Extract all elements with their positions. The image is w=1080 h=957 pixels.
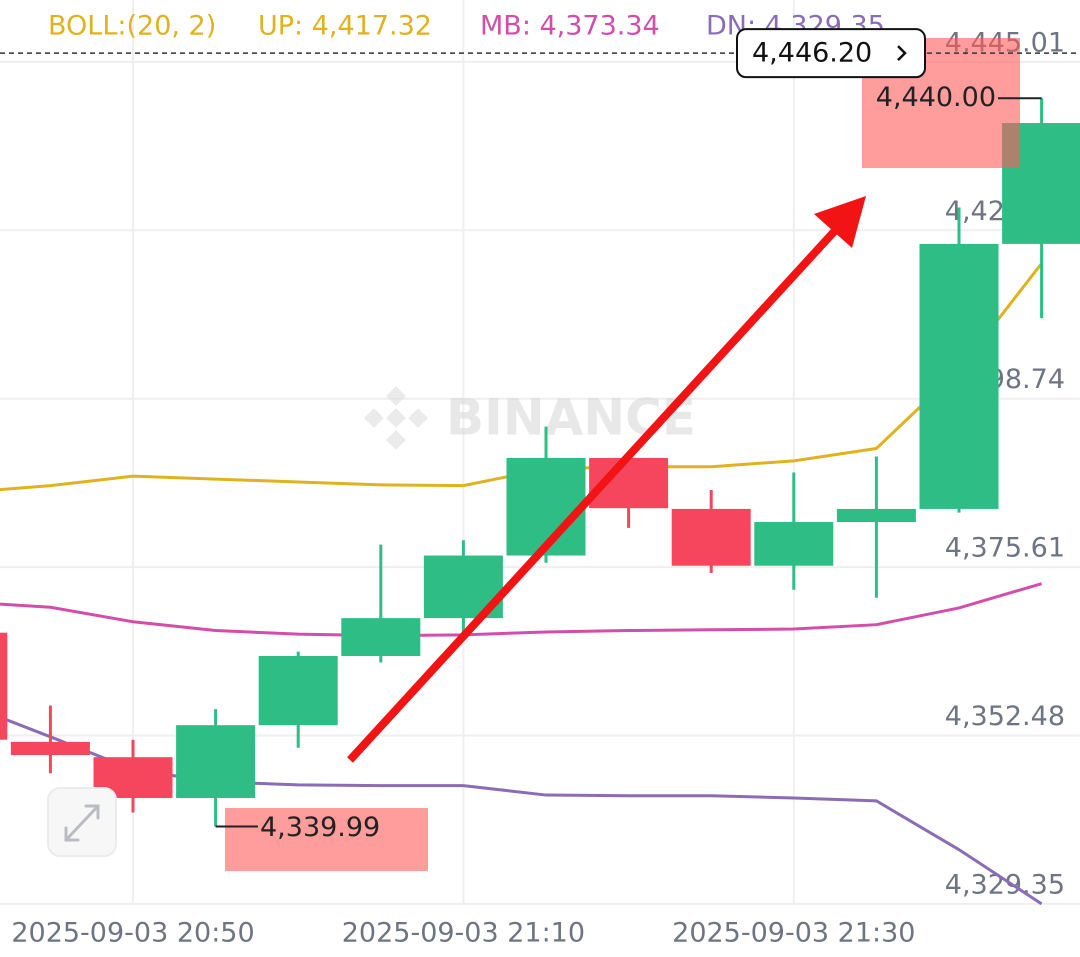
annotation-label: 4,339.99	[260, 812, 380, 843]
candle-body	[10, 741, 90, 756]
annotations: 4,440.00 4,339.99	[215, 38, 1042, 871]
candle-body	[0, 632, 8, 740]
arrow-shaft	[347, 220, 845, 763]
candle-body	[176, 725, 256, 798]
highlight-box	[225, 808, 428, 871]
x-axis: 2025-09-03 20:50 2025-09-03 21:10 2025-09-…	[11, 918, 915, 949]
legend-entry: MB: 4,373.34	[480, 11, 660, 42]
candle-body	[671, 508, 751, 566]
candle-body	[341, 618, 421, 656]
boll-line	[0, 582, 1043, 638]
annotation-label: 4,440.00	[876, 82, 996, 113]
last-price: 4,446.20	[0, 28, 1080, 79]
candle-body	[506, 457, 586, 556]
candle-body	[919, 243, 999, 509]
indicator-label: BOLL:(20, 2)	[48, 11, 216, 42]
y-tick-label: 4,352.48	[945, 701, 1065, 732]
candles	[0, 98, 1080, 827]
candle-body	[258, 655, 338, 726]
watermark-logo	[364, 386, 428, 450]
last-price-label: 4,446.20	[752, 38, 872, 69]
expand-icon	[64, 804, 100, 842]
last-price-box	[736, 28, 926, 79]
boll-lines	[0, 262, 1043, 906]
candle-body	[754, 522, 834, 566]
candle-body	[836, 508, 916, 523]
last-price-chevron	[897, 45, 907, 62]
watermark-text: BINANCE	[446, 389, 696, 447]
legend-entry: UP: 4,417.32	[258, 11, 432, 42]
y-tick-label: 4,329.35	[945, 869, 1065, 900]
x-tick-label: 2025-09-03 21:30	[672, 918, 915, 949]
expand-button[interactable]	[47, 787, 117, 857]
arrow-head	[814, 196, 866, 248]
x-tick-label: 2025-09-03 21:10	[342, 918, 585, 949]
boll-line	[0, 262, 1043, 492]
y-tick-label: 4,375.61	[945, 533, 1065, 564]
watermark: BINANCE	[364, 386, 696, 450]
x-tick-label: 2025-09-03 20:50	[11, 918, 254, 949]
